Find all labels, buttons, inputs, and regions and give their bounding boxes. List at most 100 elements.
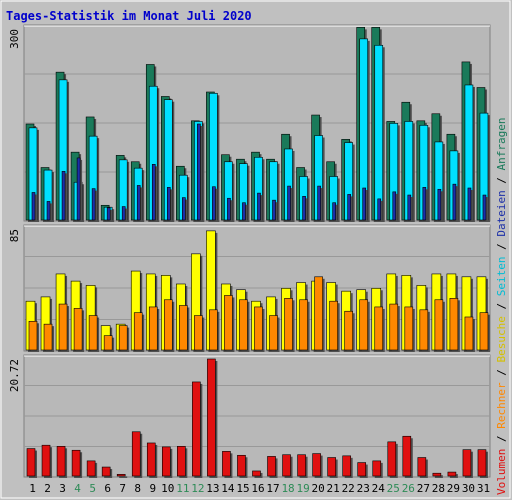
bar-seiten-shadow	[469, 190, 473, 222]
legend-anfragen: Anfragen	[495, 117, 508, 170]
bar-seiten-shadow	[439, 191, 443, 222]
bar-seiten	[467, 187, 472, 221]
bar-volumen	[207, 358, 216, 477]
x-axis-day-labels: 1 2 3 4 5 6 7 8 9 10 11 12 13 14 15 16 17 18 19 20 21 22 23 24 2…	[29, 482, 490, 495]
bar-volumen	[56, 446, 66, 477]
x-tick-label: 10	[161, 482, 174, 495]
bar-seiten-shadow	[109, 209, 113, 222]
legend-seiten: Seiten	[495, 257, 508, 297]
x-tick-label: 2	[44, 482, 51, 495]
legend-besuche: Besuche	[495, 316, 508, 362]
bar-volumen	[222, 451, 231, 477]
bar-rechner	[209, 309, 218, 351]
bar-rechner	[73, 308, 83, 351]
bar-seiten	[212, 186, 216, 221]
bar-rechner	[163, 299, 173, 351]
bar-volumen-shadow	[119, 476, 128, 478]
bar-seiten	[76, 157, 81, 221]
bar-seiten-shadow	[409, 197, 413, 222]
bar-rechner	[269, 315, 278, 351]
x-tick-label: 21	[327, 482, 340, 495]
bar-seiten-shadow	[274, 202, 278, 222]
x-tick-label: 19	[296, 482, 309, 495]
bar-rechner	[359, 299, 369, 351]
bar-rechner	[224, 295, 233, 351]
bar-rechner	[88, 315, 98, 351]
x-tick-label: 16	[251, 482, 264, 495]
bar-volumen	[312, 453, 321, 477]
bar-seiten-shadow	[454, 186, 458, 222]
bar-seiten	[136, 185, 141, 221]
bar-volumen	[237, 454, 246, 477]
bar-volumen	[192, 381, 201, 477]
y-max-label: 300	[8, 29, 21, 49]
bar-rechner	[389, 303, 399, 351]
legend-separator: /	[495, 170, 508, 190]
bar-seiten	[317, 185, 321, 221]
bar-seiten	[151, 164, 156, 221]
bar-seiten	[121, 206, 126, 221]
bar-rechner	[479, 312, 489, 351]
bar-seiten	[362, 187, 367, 221]
bar-seiten-shadow	[259, 195, 263, 222]
bar-seiten-shadow	[79, 159, 83, 222]
bar-seiten	[182, 197, 186, 221]
bar-rechner	[464, 316, 474, 351]
bar-seiten-shadow	[49, 203, 53, 222]
bar-volumen	[342, 455, 351, 477]
bar-seiten	[242, 202, 246, 221]
x-tick-label: 22	[342, 482, 355, 495]
x-tick-label: 13	[206, 482, 219, 495]
x-tick-label: 6	[104, 482, 111, 495]
bar-volumen	[252, 470, 261, 477]
bar-rechner	[58, 303, 68, 351]
x-tick-label: 23	[357, 482, 370, 495]
bar-seiten	[46, 201, 51, 221]
bar-seiten-shadow	[334, 204, 338, 222]
bar-seiten	[407, 194, 412, 221]
bar-seiten	[272, 199, 276, 221]
bar-seiten	[347, 194, 351, 221]
bar-seiten	[452, 183, 457, 221]
bar-seiten	[377, 198, 382, 221]
bar-rechner	[103, 335, 113, 351]
x-tick-label: 27	[417, 482, 430, 495]
x-tick-label: 26	[402, 482, 415, 495]
bar-volumen	[297, 454, 306, 477]
legend-rechner: Rechner	[495, 382, 508, 429]
bar-seiten	[106, 207, 111, 221]
bar-seiten-shadow	[394, 193, 398, 222]
bar-rechner	[148, 306, 158, 351]
bar-seiten-shadow	[64, 173, 68, 222]
bar-seiten-shadow	[139, 187, 143, 222]
x-tick-label: 11	[176, 482, 189, 495]
bar-seiten-shadow	[304, 198, 308, 222]
bar-volumen	[477, 449, 487, 477]
bar-seiten	[31, 192, 36, 221]
bar-rechner	[43, 323, 53, 351]
x-tick-label: 1	[29, 482, 36, 495]
bar-rechner	[299, 299, 308, 351]
x-tick-label: 5	[89, 482, 96, 495]
bar-seiten	[332, 202, 336, 221]
bar-volumen	[26, 448, 36, 477]
bar-rechner	[284, 298, 293, 351]
bar-seiten	[287, 185, 291, 221]
x-tick-label: 8	[134, 482, 141, 495]
bar-dateien	[374, 44, 384, 221]
bar-seiten-shadow	[424, 189, 428, 222]
bar-seiten-shadow	[34, 194, 37, 222]
bar-seiten	[437, 188, 442, 221]
bar-seiten-shadow	[244, 204, 248, 222]
legend-separator: /	[495, 296, 508, 316]
panel-besuche-rechner: 85	[8, 224, 491, 352]
y-max-label: 20.72	[8, 359, 21, 392]
bar-rechner	[329, 300, 338, 351]
bar-volumen	[116, 474, 126, 477]
bar-volumen	[161, 446, 171, 477]
bar-seiten	[482, 194, 487, 221]
x-tick-label: 25	[387, 482, 400, 495]
bar-volumen	[417, 457, 427, 477]
bar-seiten-shadow	[169, 189, 173, 222]
